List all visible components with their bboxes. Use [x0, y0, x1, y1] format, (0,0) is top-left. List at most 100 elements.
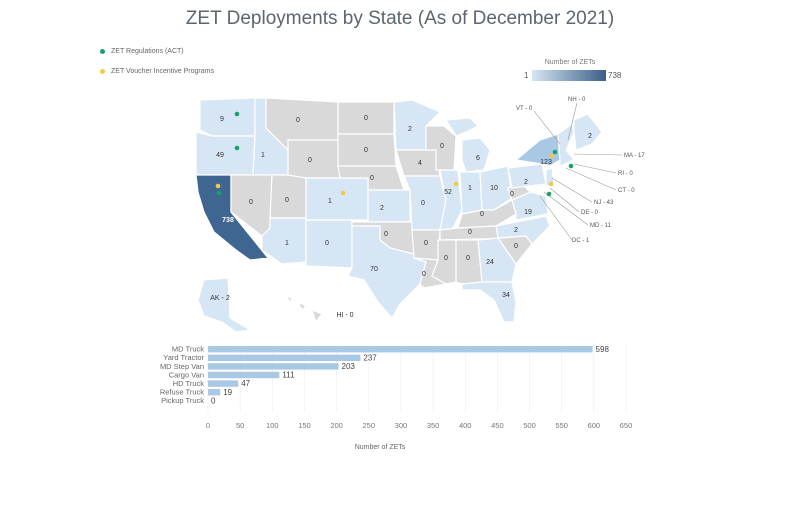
category-label-2: MD Step Van: [160, 362, 204, 371]
callout-nj: NJ - 43: [594, 200, 614, 206]
state-label-la: 0: [422, 271, 426, 278]
callout-line-vt: [533, 110, 561, 145]
voucher-marker-co: [340, 190, 346, 196]
x-tick-label-8: 400: [459, 421, 472, 430]
callout-line-nj: [551, 177, 593, 203]
bar-value-5: 19: [223, 388, 232, 397]
legend-label-act: ZET Regulations (ACT): [111, 48, 184, 55]
callout-dc: DC - 1: [572, 238, 590, 244]
state-label-nm: 0: [325, 240, 329, 247]
x-tick-label-12: 600: [588, 421, 601, 430]
callout-ma: MA - 17: [624, 153, 645, 159]
legend-item-voucher: ZET Voucher Incentive Programs: [100, 68, 214, 75]
state-label-ky: 0: [480, 211, 484, 218]
state-label-ia: 4: [418, 160, 422, 167]
category-label-1: Yard Tractor: [163, 353, 204, 362]
bar-4: [208, 380, 239, 387]
callout-line-ct: [565, 167, 617, 191]
act-marker-wa: [234, 111, 240, 117]
state-mi: [444, 117, 491, 173]
state-label-ar: 0: [424, 240, 428, 247]
color-scale-max: 738: [608, 71, 622, 80]
state-fl: [461, 281, 517, 323]
state-label-ut: 0: [285, 197, 289, 204]
x-tick-label-5: 250: [363, 421, 376, 430]
callout-line-dc: [539, 195, 573, 241]
voucher-marker-ny: [549, 153, 555, 159]
bar-3: [208, 371, 280, 379]
callout-line-ri: [573, 163, 617, 174]
state-label-mi: 6: [476, 155, 480, 162]
category-label-6: Pickup Truck: [161, 396, 204, 405]
bar-value-4: 47: [241, 379, 250, 388]
category-label-0: MD Truck: [172, 345, 204, 354]
callout-ri: RI - 0: [618, 171, 633, 177]
yellow-dot-icon: [100, 69, 105, 74]
act-marker-nj: [546, 191, 552, 197]
state-label-mo: 0: [421, 200, 425, 207]
callout-de: DE - 0: [581, 210, 599, 216]
state-hi: [284, 294, 323, 324]
callout-line-md: [543, 191, 589, 226]
bar-5: [208, 389, 221, 396]
state-label-in: 1: [468, 185, 472, 192]
state-label-nd: 0: [364, 115, 368, 122]
voucher-marker-nj: [548, 181, 554, 187]
state-label-ca: 738: [222, 217, 234, 224]
callout-line-nh: [567, 102, 578, 141]
x-tick-label-7: 350: [427, 421, 440, 430]
state-label-az: 1: [285, 240, 289, 247]
color-scale-bar: [532, 70, 606, 81]
bar-value-0: 598: [596, 345, 610, 354]
act-marker-ma: [568, 163, 574, 169]
state-label-ok: 0: [384, 231, 388, 238]
state-label-wa: 9: [220, 116, 224, 123]
color-scale-title: Number of ZETs: [544, 59, 596, 66]
category-label-5: Refuse Truck: [160, 388, 204, 397]
state-label-nv: 0: [249, 199, 253, 206]
state-label-nc: 2: [514, 227, 518, 234]
legend-item-act: ZET Regulations (ACT): [100, 48, 184, 55]
green-dot-icon: [100, 49, 105, 54]
callout-nh: NH - 0: [568, 97, 586, 103]
state-label-va: 19: [524, 209, 532, 216]
act-marker-ny: [552, 149, 558, 155]
state-new-england: [557, 122, 575, 167]
chart-title: ZET Deployments by State (As of December…: [185, 8, 615, 29]
state-label-ms: 0: [444, 255, 448, 262]
state-label-ga: 24: [486, 259, 494, 266]
x-tick-label-9: 450: [491, 421, 504, 430]
color-scale-min: 1: [524, 71, 529, 80]
state-label-al: 0: [466, 255, 470, 262]
state-label-or: 49: [216, 152, 224, 159]
act-marker-or: [234, 145, 240, 151]
category-label-3: Cargo Van: [169, 370, 204, 379]
state-label-sc: 0: [514, 243, 518, 250]
us-map: 9 49 738 1 0 0 0 0 1 1 0 0 0 0 2 0 70 2 …: [195, 97, 645, 333]
state-label-sd: 0: [364, 147, 368, 154]
bar-0: [208, 346, 593, 353]
x-tick-label-2: 100: [266, 421, 279, 430]
state-label-mn: 2: [408, 126, 412, 133]
state-label-tn: 0: [468, 229, 472, 236]
legend-label-voucher: ZET Voucher Incentive Programs: [111, 68, 214, 75]
state-label-ne: 0: [370, 175, 374, 182]
state-nj: [545, 167, 555, 187]
x-tick-label-6: 300: [395, 421, 408, 430]
state-label-wv: 0: [510, 191, 514, 198]
state-ak: [197, 277, 252, 333]
state-ga: [477, 237, 517, 283]
x-tick-label-1: 50: [236, 421, 244, 430]
voucher-marker-ca: [215, 183, 221, 189]
callout-line-de: [549, 187, 580, 213]
x-tick-label-11: 550: [555, 421, 568, 430]
state-label-pa: 2: [524, 179, 528, 186]
x-tick-label-10: 500: [523, 421, 536, 430]
state-oh: [479, 165, 513, 211]
voucher-marker-il: [453, 181, 459, 187]
state-label-fl: 34: [502, 292, 510, 299]
state-label-mt: 0: [296, 117, 300, 124]
bar-1: [208, 354, 361, 361]
state-label-hi: HI - 0: [336, 312, 353, 319]
bar-value-1: 237: [363, 353, 377, 362]
